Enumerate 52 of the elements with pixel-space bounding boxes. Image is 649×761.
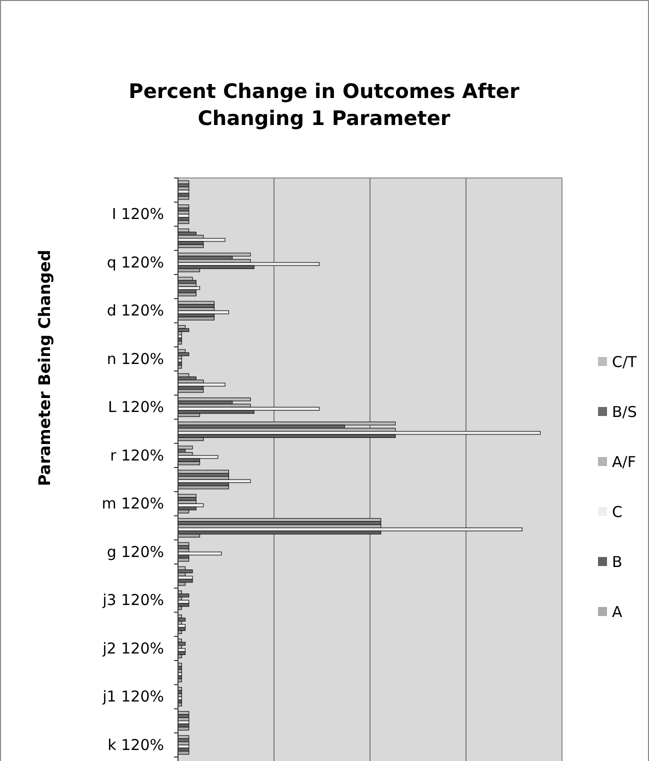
bar <box>178 382 226 386</box>
y-tick-label: n 120% <box>106 350 164 368</box>
bar <box>178 678 182 682</box>
bar <box>178 552 222 556</box>
bar <box>178 262 320 266</box>
bar <box>178 651 186 656</box>
y-tick-label: r 120% <box>110 446 164 464</box>
y-tick-label: g 120% <box>106 542 164 561</box>
bar <box>178 431 541 435</box>
bar <box>178 618 186 622</box>
bar <box>178 455 218 459</box>
bar <box>178 238 226 242</box>
bar <box>178 576 193 580</box>
bar <box>178 603 190 607</box>
legend-label: A <box>612 603 623 621</box>
y-tick-label: q 120% <box>106 253 164 272</box>
y-tick-label: d 120% <box>106 301 164 320</box>
y-tick-label: m 120% <box>102 494 164 512</box>
legend-label: B/S <box>612 403 637 421</box>
bar <box>178 252 251 256</box>
legend-label: A/F <box>612 453 636 471</box>
bar <box>178 196 190 200</box>
bar <box>178 244 204 248</box>
legend-label: C/T <box>612 353 638 371</box>
legend-label: B <box>612 553 622 571</box>
y-tick-label: L 120% <box>108 398 164 416</box>
bar <box>178 486 230 490</box>
bar <box>178 702 182 706</box>
bar <box>178 446 193 450</box>
bar <box>178 328 190 332</box>
bar <box>178 461 200 466</box>
y-axis-title: Parameter Being Changed <box>35 250 54 486</box>
y-tick-label: j2 120% <box>102 639 164 658</box>
bar <box>178 627 186 631</box>
y-tick-label: j1 120% <box>102 687 164 706</box>
bar <box>178 479 251 483</box>
bar <box>178 521 382 525</box>
bar <box>178 292 196 296</box>
bar <box>178 220 190 224</box>
bar <box>178 528 522 532</box>
chart-title: Percent Change in Outcomes After Changing 1 Parameter <box>128 79 520 130</box>
bar <box>178 389 204 393</box>
y-tick-label: I 120% <box>112 204 164 223</box>
legend-label: C <box>612 503 622 521</box>
y-tick-label: j3 120% <box>102 590 164 609</box>
bar <box>178 316 215 320</box>
bar <box>178 594 190 598</box>
bar <box>178 406 320 411</box>
y-tick-label: k 120% <box>108 736 164 754</box>
bar <box>178 286 200 290</box>
bar <box>178 569 193 574</box>
bar <box>178 190 190 194</box>
